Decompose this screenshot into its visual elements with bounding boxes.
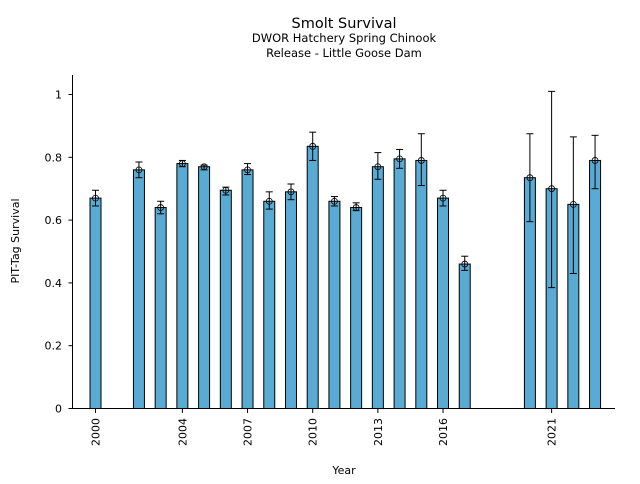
point-marker-2000 bbox=[92, 194, 99, 202]
chart-title: Smolt Survival bbox=[292, 16, 397, 32]
x-tick-label-1: 2004 bbox=[176, 418, 189, 446]
bar-2012 bbox=[350, 207, 363, 409]
bar-2014 bbox=[393, 158, 406, 409]
x-axis-ticks: 2000 2004 2007 2010 2013 2016 2021 bbox=[90, 408, 559, 446]
y-tick-label-0: 0 bbox=[55, 403, 62, 416]
y-tick-label-2: 0.4 bbox=[45, 277, 63, 290]
y-axis-ticks: 0 0.2 0.4 0.6 0.8 1 bbox=[45, 89, 73, 416]
point-marker-2023 bbox=[591, 157, 599, 164]
y-tick-label-1: 0.2 bbox=[45, 340, 63, 353]
point-marker-2020 bbox=[526, 174, 534, 182]
point-marker-2009 bbox=[287, 188, 295, 196]
x-tick-label-5: 2016 bbox=[437, 418, 450, 446]
point-marker-2002 bbox=[135, 166, 143, 174]
point-marker-2008 bbox=[265, 197, 273, 205]
bar-2005 bbox=[198, 166, 211, 409]
point-marker-2014 bbox=[396, 155, 403, 163]
point-marker-2013 bbox=[374, 163, 382, 171]
x-axis-label: Year bbox=[331, 464, 356, 477]
bar-2017 bbox=[458, 263, 471, 409]
bar-2016 bbox=[437, 197, 450, 409]
bars-group bbox=[89, 145, 602, 409]
x-tick-label-0: 2000 bbox=[90, 418, 103, 446]
bar-2008 bbox=[263, 200, 276, 409]
point-marker-2012 bbox=[352, 204, 360, 211]
point-marker-2016 bbox=[439, 194, 447, 202]
point-marker-2022 bbox=[569, 200, 577, 208]
bar-2000 bbox=[89, 197, 102, 409]
point-marker-2010 bbox=[309, 142, 317, 150]
bar-2002 bbox=[132, 169, 145, 409]
y-tick-label-3: 0.6 bbox=[45, 214, 63, 227]
bar-2015 bbox=[415, 159, 428, 409]
bar-2023 bbox=[589, 159, 602, 409]
chart-subtitle-line-1: DWOR Hatchery Spring Chinook bbox=[252, 31, 437, 45]
point-marker-2005 bbox=[200, 163, 208, 171]
bar-2013 bbox=[371, 166, 384, 409]
x-tick-label-4: 2013 bbox=[372, 418, 385, 446]
y-tick-label-5: 1 bbox=[55, 89, 62, 102]
bar-2007 bbox=[241, 169, 254, 409]
x-tick-label-3: 2010 bbox=[307, 418, 320, 446]
x-tick-label-2: 2007 bbox=[242, 418, 255, 446]
point-marker-2007 bbox=[244, 166, 251, 174]
bar-2004 bbox=[176, 163, 189, 409]
point-marker-2021 bbox=[548, 185, 556, 193]
point-marker-2017 bbox=[461, 260, 469, 268]
bar-2003 bbox=[154, 207, 167, 409]
bar-2006 bbox=[219, 189, 232, 409]
chart-subtitle-line-2: Release - Little Goose Dam bbox=[266, 46, 422, 60]
bar-2009 bbox=[284, 191, 297, 409]
point-marker-2003 bbox=[157, 204, 165, 211]
bar-2010 bbox=[306, 145, 319, 409]
errorbars-group bbox=[92, 90, 599, 289]
y-axis-label: PIT-Tag Survival bbox=[9, 198, 22, 283]
bar-2011 bbox=[328, 200, 341, 409]
point-marker-2004 bbox=[178, 160, 186, 167]
x-tick-label-6: 2021 bbox=[546, 418, 559, 446]
y-tick-label-4: 0.8 bbox=[45, 151, 63, 164]
point-marker-2006 bbox=[222, 186, 230, 194]
point-marker-2015 bbox=[417, 157, 425, 164]
point-marker-2011 bbox=[331, 197, 338, 205]
